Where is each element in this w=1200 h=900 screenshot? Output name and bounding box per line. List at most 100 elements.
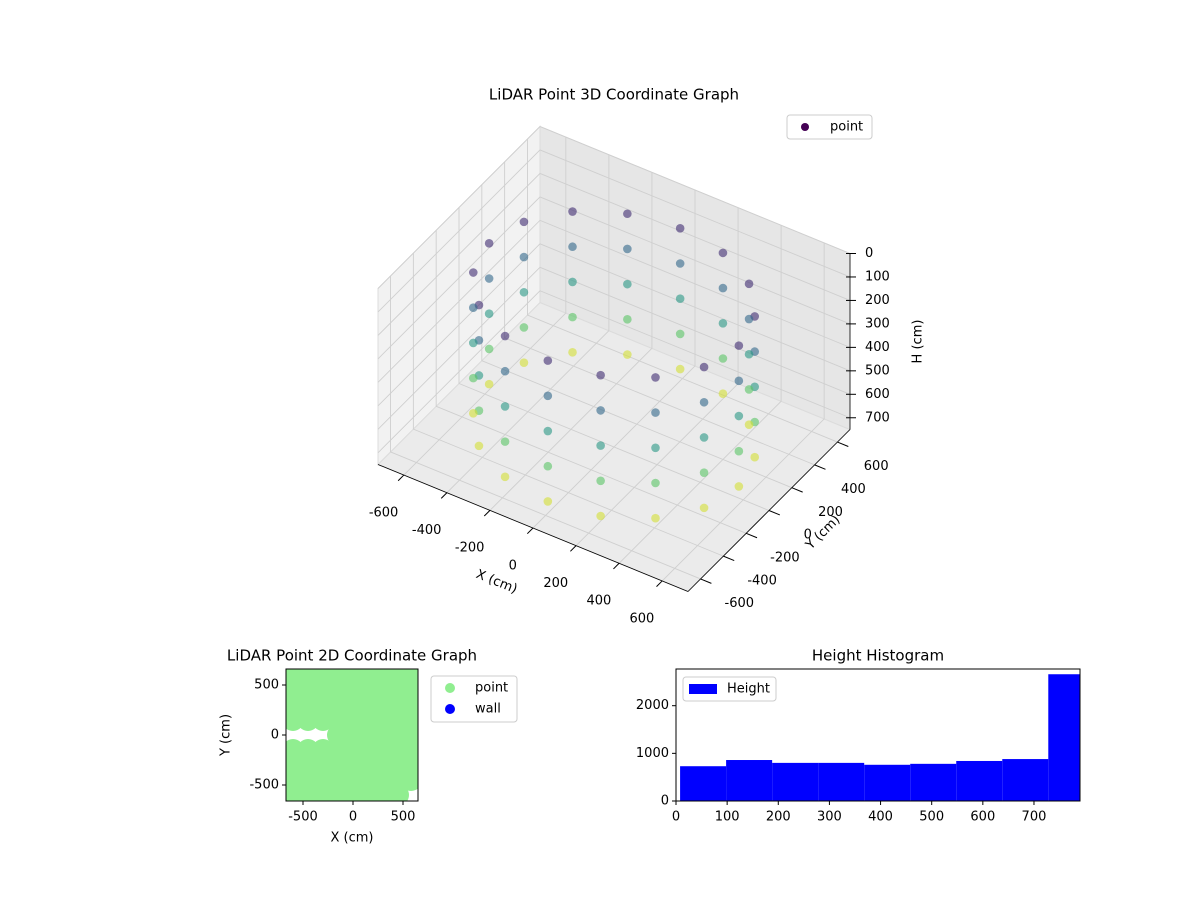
point [675, 223, 685, 233]
legend-label: Height [727, 682, 770, 697]
x-tick-label: 300 [817, 810, 842, 825]
point [623, 244, 632, 254]
legend-box [430, 675, 518, 723]
point [651, 478, 660, 488]
legend-marker [801, 123, 809, 131]
grid-line [390, 275, 701, 580]
tick-mark [768, 510, 781, 516]
point [699, 362, 709, 372]
point [675, 329, 685, 339]
tick-mark [483, 510, 491, 517]
chart-title: LiDAR Point 2D Coordinate Graph [227, 647, 477, 665]
z-axis-label: H (cm) [911, 320, 926, 364]
chart-title: Height Histogram [812, 647, 944, 665]
legend-label: point [830, 120, 863, 135]
x-tick-label: 0 [349, 810, 357, 825]
plot-area [286, 669, 418, 801]
point [484, 344, 494, 354]
grid-line [377, 149, 851, 313]
legend-box [682, 676, 777, 702]
point [543, 356, 553, 365]
point [718, 248, 728, 258]
point [651, 513, 660, 523]
point [675, 294, 685, 303]
point [568, 277, 577, 287]
point [623, 315, 632, 324]
grid-line [661, 242, 825, 582]
point [519, 252, 529, 262]
point [734, 482, 744, 491]
legend-label: wall [475, 702, 501, 717]
point [718, 283, 728, 293]
point [543, 497, 553, 506]
point [543, 426, 553, 436]
grid-line [377, 125, 851, 289]
x-tick-label: -600 [369, 505, 399, 520]
point [651, 443, 660, 453]
point [400, 669, 418, 686]
bar [956, 760, 1003, 801]
grid-line [527, 139, 838, 443]
legend-marker [445, 704, 455, 714]
point [500, 402, 510, 411]
tick-mark [526, 527, 534, 535]
x-tick-label: 400 [868, 810, 893, 825]
point [596, 406, 605, 415]
point [474, 441, 484, 451]
point [623, 279, 632, 289]
x-tick-label: 0 [672, 810, 680, 825]
point [744, 279, 754, 289]
tick-mark [791, 487, 803, 493]
point [734, 376, 744, 386]
point [519, 323, 529, 332]
grid-line [618, 225, 782, 564]
bar [1048, 674, 1080, 801]
point [596, 476, 605, 486]
y-tick-label: 0 [271, 728, 279, 743]
point [484, 379, 494, 389]
y-tick-label: -600 [725, 596, 755, 611]
grid-line [458, 207, 770, 511]
axis-line [377, 464, 689, 592]
point [596, 441, 605, 450]
point [468, 373, 478, 383]
tick-mark [440, 492, 448, 499]
point [699, 468, 709, 477]
x-axis-label: X (cm) [331, 831, 374, 846]
z-tick-label: 400 [865, 340, 890, 355]
z-tick-label: 600 [865, 387, 890, 402]
y-axis-label: Y (cm) [219, 714, 234, 757]
point [500, 437, 510, 446]
point [623, 350, 632, 359]
x-tick-label: 500 [391, 810, 416, 825]
bar [1002, 759, 1049, 801]
point [568, 207, 577, 216]
tick-mark [745, 532, 758, 539]
point [699, 433, 709, 442]
point [500, 472, 510, 482]
x-tick-label: 100 [715, 810, 740, 825]
point [568, 242, 577, 252]
point [675, 259, 685, 268]
point [699, 503, 709, 513]
grid-line [489, 172, 653, 511]
legend-marker [445, 683, 455, 693]
point [596, 370, 605, 380]
grid-line [377, 290, 851, 454]
point [543, 461, 553, 471]
y-tick-label: 600 [864, 459, 889, 474]
x-tick-label: 700 [1022, 810, 1047, 825]
chart-title: LiDAR Point 3D Coordinate Graph [489, 86, 739, 104]
bar [818, 762, 865, 801]
grid-line [412, 253, 724, 557]
point [500, 331, 510, 341]
point [651, 373, 660, 382]
point [468, 303, 478, 313]
z-tick-label: 100 [865, 269, 890, 284]
point [750, 452, 760, 462]
point [484, 309, 494, 319]
point [718, 318, 728, 328]
tick-mark [613, 562, 620, 570]
x-tick-label: 600 [630, 611, 655, 626]
